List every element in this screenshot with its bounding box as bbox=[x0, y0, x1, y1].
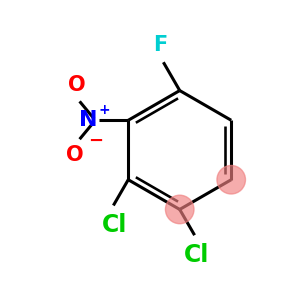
Text: O: O bbox=[66, 145, 84, 165]
Text: Cl: Cl bbox=[102, 213, 128, 237]
Text: Cl: Cl bbox=[183, 243, 209, 267]
Circle shape bbox=[217, 166, 245, 194]
Text: −: − bbox=[88, 132, 104, 150]
Text: O: O bbox=[68, 75, 85, 95]
Text: F: F bbox=[153, 35, 167, 55]
Text: N: N bbox=[79, 110, 97, 130]
Text: +: + bbox=[99, 103, 110, 117]
Circle shape bbox=[166, 195, 194, 224]
